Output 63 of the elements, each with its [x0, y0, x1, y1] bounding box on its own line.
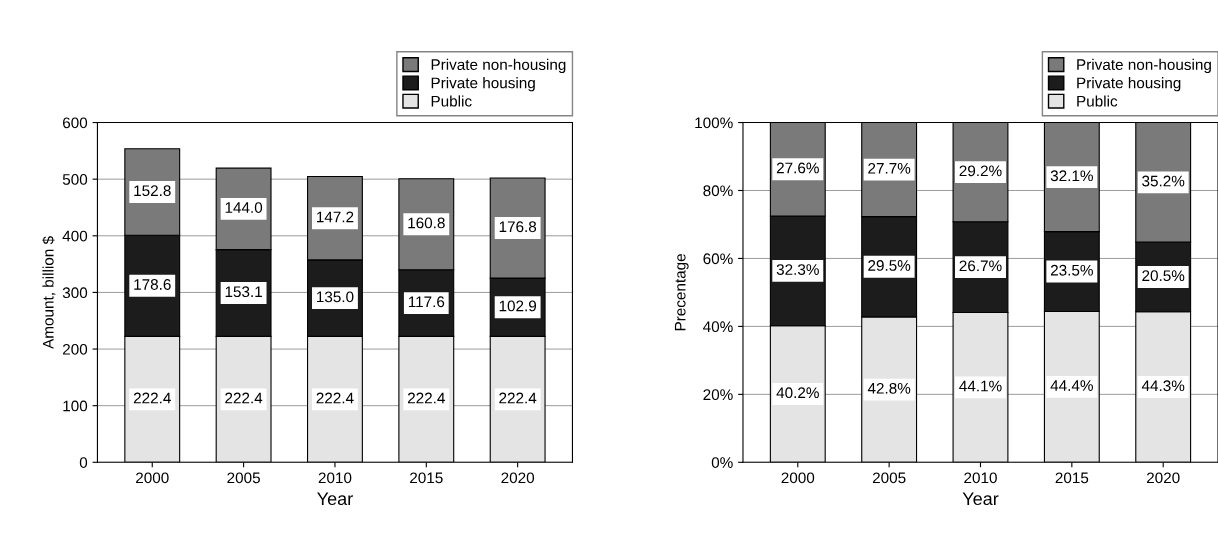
- legend-label: Private non-housing: [431, 58, 566, 74]
- data-label: 222.4: [499, 392, 537, 404]
- y-tick-label: 80%: [703, 185, 733, 197]
- data-label: 44.4%: [1050, 380, 1093, 391]
- data-label: 42.8%: [867, 382, 911, 394]
- data-label: 222.4: [133, 392, 171, 404]
- legend-label: Private housing: [1077, 77, 1181, 92]
- x-tick-label: 2010: [318, 472, 352, 484]
- data-label: 27.6%: [776, 162, 819, 174]
- data-label: 147.2: [317, 211, 354, 223]
- y-axis-title: Precentage: [674, 254, 689, 331]
- y-tick-label: 0: [79, 457, 88, 468]
- legend-label: Public: [1077, 95, 1118, 107]
- x-tick-label: 2020: [501, 472, 535, 484]
- data-label: 44.3%: [1141, 380, 1185, 392]
- y-tick-label: 600: [63, 117, 88, 129]
- y-tick-label: 100%: [695, 117, 733, 129]
- data-label: 222.4: [407, 392, 445, 404]
- data-label: 27.7%: [868, 162, 911, 174]
- y-tick-label: 300: [62, 287, 88, 299]
- x-tick-label: 2005: [227, 472, 260, 484]
- data-label: 32.1%: [1050, 170, 1093, 182]
- data-label: 144.0: [225, 202, 263, 213]
- data-label: 44.1%: [959, 380, 1002, 392]
- data-label: 32.3%: [776, 264, 819, 275]
- y-tick-label: 20%: [703, 389, 733, 401]
- y-tick-label: 400: [62, 230, 88, 242]
- data-label: 222.4: [225, 392, 263, 404]
- data-label: 176.8: [499, 221, 537, 233]
- data-label: 29.2%: [959, 165, 1002, 177]
- data-label: 135.0: [317, 291, 354, 303]
- data-label: 20.5%: [1142, 270, 1185, 282]
- x-tick-label: 2015: [410, 472, 443, 484]
- y-tick-label: 0%: [711, 457, 733, 468]
- x-tick-label: 2000: [136, 472, 169, 484]
- x-tick-label: 2005: [872, 472, 906, 484]
- legend-label: Private housing: [431, 77, 535, 92]
- y-tick-label: 100: [63, 400, 88, 412]
- y-tick-label: 40%: [703, 321, 733, 333]
- data-label: 152.8: [134, 185, 171, 197]
- data-label: 23.5%: [1050, 264, 1093, 276]
- x-tick-label: 2020: [1146, 472, 1180, 484]
- data-label: 29.5%: [868, 260, 911, 271]
- x-tick-label: 2000: [781, 472, 815, 484]
- x-axis-title: Year: [962, 492, 999, 506]
- y-tick-label: 500: [62, 174, 88, 185]
- data-label: 117.6: [408, 296, 445, 308]
- data-label: 40.2%: [776, 387, 819, 399]
- y-axis-title: Amount, billion $: [42, 236, 56, 349]
- y-tick-label: 60%: [703, 253, 733, 265]
- legend-label: Private non-housing: [1077, 58, 1211, 74]
- x-axis-title: Year: [317, 492, 353, 506]
- data-label: 26.7%: [959, 260, 1002, 272]
- x-tick-label: 2010: [964, 472, 997, 484]
- data-label: 178.6: [134, 279, 171, 290]
- data-label: 153.1: [225, 286, 262, 298]
- legend-label: Public: [431, 95, 472, 107]
- y-tick-label: 200: [63, 343, 88, 355]
- data-label: 35.2%: [1142, 175, 1185, 187]
- data-label: 222.4: [316, 392, 354, 404]
- data-label: 102.9: [499, 300, 537, 312]
- data-label: 160.8: [408, 217, 445, 229]
- x-tick-label: 2015: [1055, 472, 1089, 484]
